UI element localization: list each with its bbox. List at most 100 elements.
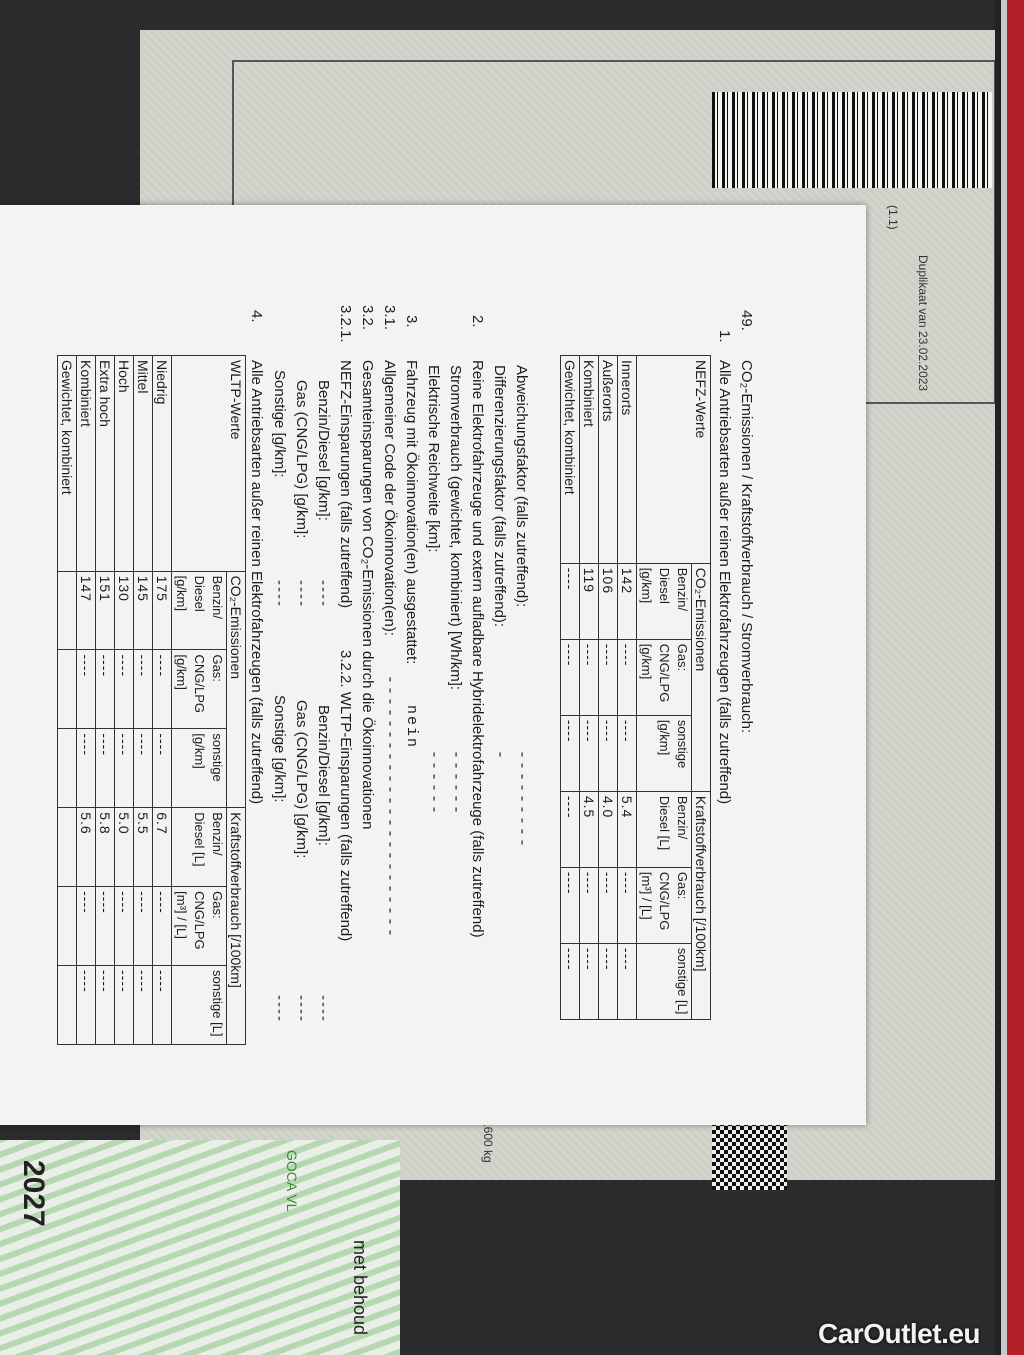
header-row: NEFZ-Werte CO₂-Emissionen Kraftstoffverbra… [636, 355, 711, 1020]
cell-value: ---- [152, 728, 172, 808]
nefz-saving-value: ---- [271, 580, 288, 608]
row-label: Niedrig [152, 355, 172, 572]
cell-value: ---- [114, 649, 134, 729]
cell-value: ---- [617, 943, 637, 1020]
column-header-text: sonstige [L] [210, 970, 225, 1037]
cell-value: ---- [133, 965, 153, 1045]
cell-value: 147 [76, 571, 96, 650]
column-header-text: Benzin/ Diesel [g/km] [174, 575, 225, 619]
line-value: ------------------------ [381, 675, 398, 940]
column-header-text: Benzin/ Diesel [L] [192, 812, 225, 867]
reference: (1.1) [886, 205, 900, 230]
duplicate-note: Duplikaat van 23.02.2023 [916, 255, 930, 392]
cell-value: ---- [598, 943, 618, 1020]
column-header: Gas: CNG/LPG [g/km] [171, 649, 227, 729]
row-label: Hoch [114, 355, 134, 572]
nefz-saving-label: Sonstige [g/km]: [271, 370, 288, 478]
fuel-header: Kraftstoffverbrauch [/100km] [691, 791, 711, 1020]
table-row: Innerorts 142 ---- ---- 5.4 ---- ---- [617, 355, 637, 1020]
cell-value: ---- [95, 965, 115, 1045]
cell-value: 130 [114, 571, 134, 650]
cell-value: ---- [152, 965, 172, 1045]
table-label: NEFZ-Werte [636, 355, 711, 564]
item-number: 3. [403, 315, 420, 328]
item-number: 2. [469, 315, 486, 328]
table-row: Hoch 130 ---- ---- 5.0 ---- ---- [114, 355, 134, 1045]
nefz-saving-label: Gas (CNG/LPG) [g/km]: [293, 380, 310, 539]
item-number: 3.2.1. [337, 305, 354, 343]
row-label: Kombiniert [76, 355, 96, 572]
wltp-saving-value: ---- [271, 995, 288, 1023]
cell-value: 106 [598, 563, 618, 640]
mass-value: 1600 kg [481, 1120, 495, 1163]
car-trim [995, 0, 1024, 1355]
cell-value: ---- [76, 649, 96, 729]
cell-value: ---- [114, 886, 134, 966]
column-header-text: Gas: CNG/LPG [g/km] [639, 643, 690, 703]
wltp-saving-label: Sonstige [g/km]: [271, 695, 288, 803]
row-label: Mittel [133, 355, 153, 572]
cell-value [57, 807, 77, 887]
table-row: Niedrig 175 ---- ---- 6.7 ---- ---- [152, 355, 172, 1045]
line-value: - [491, 750, 508, 762]
line-label: Reine Elektrofahrzeuge und extern auflad… [469, 360, 486, 938]
line-label: Gesamteinsparungen von CO₂-Emissionen du… [359, 360, 376, 830]
cell-value: ---- [617, 867, 637, 944]
column-header-text: Gas: CNG/LPG [g/km] [174, 654, 225, 713]
line-value: ------ [425, 750, 442, 817]
cell-value: ---- [152, 649, 172, 729]
cell-value: 5.6 [76, 807, 96, 887]
cell-value: ---- [152, 886, 172, 966]
table-row: Außerorts 106 ---- ---- 4.0 ---- ---- [598, 355, 618, 1020]
table-row: Kombiniert 147 ---- ---- 5.6 ---- ---- [76, 355, 96, 1045]
cell-value: ---- [579, 943, 599, 1020]
cell-value: 5.8 [95, 807, 115, 887]
wltp-table: WLTP-Werte CO₂-Emissionen Kraftstoffverbra… [57, 355, 246, 1045]
cell-value: ---- [133, 649, 153, 729]
column-header-text: sonstige [g/km] [657, 719, 690, 769]
line-label: NEFZ-Einsparungen (falls zutreffend) [337, 360, 354, 609]
wltp-saving-value: ---- [293, 995, 310, 1023]
line-label: Differenzierungsfaktor (falls zutreffend… [491, 365, 508, 628]
column-header: sonstige [g/km] [636, 715, 692, 792]
row-label: Kombiniert [579, 355, 599, 564]
column-header: Gas: CNG/LPG [g/km] [636, 639, 692, 716]
column-header: Gas: CNG/LPG [m³] / [L] [171, 886, 227, 966]
column-header-text: sonstige [g/km] [192, 733, 225, 782]
cell-value: ---- [560, 867, 580, 944]
column-header-text: Gas: CNG/LPG [m³] / [L] [639, 871, 690, 931]
line-label: Allgemeiner Code der Ökoinnovation(en): [381, 360, 398, 636]
header-row: WLTP-Werte CO₂-Emissionen Kraftstoffverbra… [171, 355, 246, 1045]
fuel-header: Kraftstoffverbrauch [/100km] [226, 807, 246, 1045]
cell-value: ---- [95, 886, 115, 966]
nefz-saving-value: ---- [315, 580, 332, 608]
ticket-year: 2027 [17, 1160, 50, 1227]
table-row: Extra hoch 151 ---- ---- 5.8 ---- ---- [95, 355, 115, 1045]
cell-value: ---- [76, 965, 96, 1045]
cell-value: ---- [598, 867, 618, 944]
section-title: CO₂-Emissionen / Kraftstoffverbrauch / S… [738, 360, 755, 734]
cell-value: ---- [579, 715, 599, 792]
wltp-saving-value: ---- [315, 995, 332, 1023]
column-header-text: Benzin/ Diesel [L] [657, 795, 690, 851]
line-value: nein [403, 705, 420, 750]
column-header: sonstige [L] [171, 965, 227, 1045]
line-label: Elektrische Reichweite [km]: [425, 365, 442, 553]
cell-value: ---- [579, 867, 599, 944]
column-header: Benzin/ Diesel [g/km] [171, 571, 227, 650]
cell-value: 145 [133, 571, 153, 650]
row-label: Extra hoch [95, 355, 115, 572]
cell-value: ---- [95, 649, 115, 729]
item-title: Alle Antriebsarten außer reinen Elektrof… [248, 360, 265, 805]
column-header: sonstige [L] [636, 943, 692, 1020]
item-number: 3.1. [381, 305, 398, 331]
cell-value: 4.0 [598, 791, 618, 868]
cell-value: ---- [76, 728, 96, 808]
ticket-brand: GOCA VL [284, 1150, 300, 1212]
column-header-text: sonstige [L] [675, 947, 690, 1015]
cell-value: 5.0 [114, 807, 134, 887]
cell-value: ---- [560, 715, 580, 792]
table-row: Gewichtet, kombiniert ---- ---- ---- ---- ---… [560, 355, 580, 1020]
column-header-text: Gas: CNG/LPG [m³] / [L] [174, 891, 225, 950]
item-number: 4. [248, 310, 265, 323]
